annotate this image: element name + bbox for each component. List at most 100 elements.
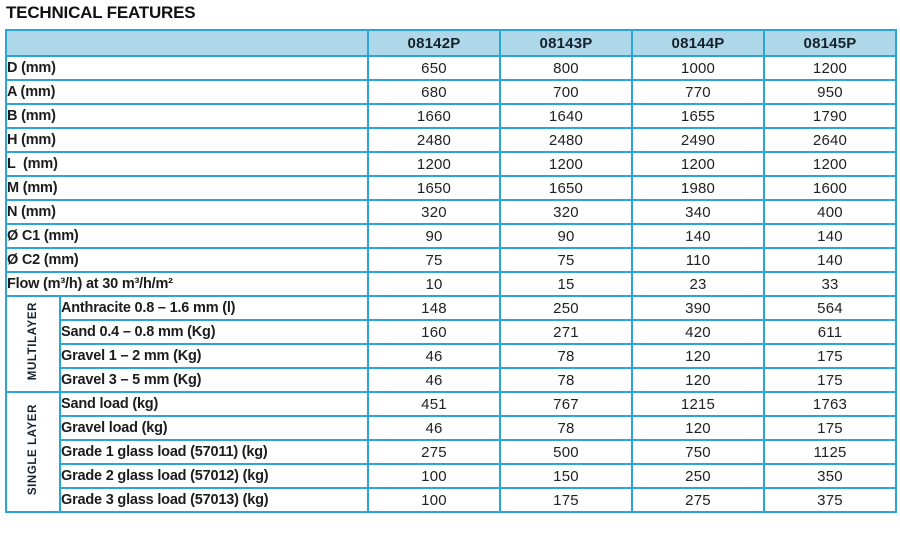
value-cell: 1600 xyxy=(763,175,897,201)
value-cell: 1200 xyxy=(763,151,897,177)
value-cell: 46 xyxy=(367,415,501,441)
row-label: Grade 1 glass load (57011) (kg) xyxy=(59,439,369,465)
value-cell: 611 xyxy=(763,319,897,345)
value-cell: 500 xyxy=(499,439,633,465)
value-cell: 700 xyxy=(499,79,633,105)
row-label: L (mm) xyxy=(5,151,369,177)
value-cell: 120 xyxy=(631,415,765,441)
value-cell: 75 xyxy=(499,247,633,273)
page-title: TECHNICAL FEATURES xyxy=(6,3,196,22)
value-cell: 750 xyxy=(631,439,765,465)
column-header-08144p: 08144P xyxy=(631,29,765,57)
value-cell: 275 xyxy=(631,487,765,513)
value-cell: 120 xyxy=(631,367,765,393)
value-cell: 400 xyxy=(763,199,897,225)
value-cell: 350 xyxy=(763,463,897,489)
value-cell: 250 xyxy=(631,463,765,489)
value-cell: 175 xyxy=(763,343,897,369)
table-row: H (mm) 2480 2480 2490 2640 xyxy=(5,127,897,153)
row-label: Ø C1 (mm) xyxy=(5,223,369,249)
table-corner-cell xyxy=(5,29,369,57)
value-cell: 680 xyxy=(367,79,501,105)
group-label-text: SINGLE LAYER xyxy=(27,403,39,496)
row-label: A (mm) xyxy=(5,79,369,105)
value-cell: 1790 xyxy=(763,103,897,129)
row-label: N (mm) xyxy=(5,199,369,225)
value-cell: 78 xyxy=(499,415,633,441)
table-row: Gravel 3 – 5 mm (Kg) 46 78 120 175 xyxy=(6,367,897,393)
value-cell: 390 xyxy=(631,295,765,321)
table-row: Gravel 1 – 2 mm (Kg) 46 78 120 175 xyxy=(6,343,897,369)
row-label: Gravel 3 – 5 mm (Kg) xyxy=(59,367,369,393)
value-cell: 1200 xyxy=(631,151,765,177)
value-cell: 90 xyxy=(367,223,501,249)
table-row: Gravel load (kg) 46 78 120 175 xyxy=(6,415,897,441)
value-cell: 420 xyxy=(631,319,765,345)
column-header-08142p: 08142P xyxy=(367,29,501,57)
table-row: MULTILAYER Anthracite 0.8 – 1.6 mm (l) 148… xyxy=(5,295,897,393)
row-label: Sand load (kg) xyxy=(59,391,369,417)
row-label: B (mm) xyxy=(5,103,369,129)
value-cell: 2640 xyxy=(763,127,897,153)
value-cell: 120 xyxy=(631,343,765,369)
value-cell: 1655 xyxy=(631,103,765,129)
row-label: D (mm) xyxy=(5,55,369,81)
value-cell: 1200 xyxy=(367,151,501,177)
group-label-text: MULTILAYER xyxy=(27,302,39,381)
table-row: SINGLE LAYER Sand load (kg) 451 767 1215 1763 xyxy=(5,391,897,513)
column-header-08143p: 08143P xyxy=(499,29,633,57)
table-row: M (mm) 1650 1650 1980 1600 xyxy=(5,175,897,201)
row-label: Anthracite 0.8 – 1.6 mm (l) xyxy=(59,295,369,321)
value-cell: 375 xyxy=(763,487,897,513)
table-row: L (mm) 1200 1200 1200 1200 xyxy=(5,151,897,177)
column-header-08145p: 08145P xyxy=(763,29,897,57)
row-label: M (mm) xyxy=(5,175,369,201)
value-cell: 320 xyxy=(367,199,501,225)
group-label-multilayer: MULTILAYER xyxy=(5,295,61,393)
value-cell: 78 xyxy=(499,343,633,369)
table-row: B (mm) 1660 1640 1655 1790 xyxy=(5,103,897,129)
value-cell: 148 xyxy=(367,295,501,321)
table-row: Grade 3 glass load (57013) (kg) 100 175 275… xyxy=(6,487,897,513)
value-cell: 767 xyxy=(499,391,633,417)
value-cell: 564 xyxy=(763,295,897,321)
table-row: Flow (m³/h) at 30 m³/h/m² 10 15 23 33 xyxy=(5,271,897,297)
value-cell: 340 xyxy=(631,199,765,225)
value-cell: 110 xyxy=(631,247,765,273)
table-body: D (mm) 650 800 1000 1200 A (mm) 680 700 770 950 B … xyxy=(5,55,897,513)
value-cell: 78 xyxy=(499,367,633,393)
value-cell: 1640 xyxy=(499,103,633,129)
row-label: Grade 2 glass load (57012) (kg) xyxy=(59,463,369,489)
table-row: D (mm) 650 800 1000 1200 xyxy=(5,55,897,81)
value-cell: 100 xyxy=(367,463,501,489)
value-cell: 90 xyxy=(499,223,633,249)
value-cell: 175 xyxy=(763,367,897,393)
value-cell: 140 xyxy=(631,223,765,249)
value-cell: 15 xyxy=(499,271,633,297)
value-cell: 140 xyxy=(763,247,897,273)
value-cell: 160 xyxy=(367,319,501,345)
value-cell: 1660 xyxy=(367,103,501,129)
value-cell: 150 xyxy=(499,463,633,489)
row-label: Ø C2 (mm) xyxy=(5,247,369,273)
table-row: N (mm) 320 320 340 400 xyxy=(5,199,897,225)
row-label: Grade 3 glass load (57013) (kg) xyxy=(59,487,369,513)
value-cell: 1980 xyxy=(631,175,765,201)
table-row: Grade 2 glass load (57012) (kg) 100 150 250… xyxy=(6,463,897,489)
row-label: Flow (m³/h) at 30 m³/h/m² xyxy=(5,271,369,297)
value-cell: 800 xyxy=(499,55,633,81)
value-cell: 250 xyxy=(499,295,633,321)
table-row: Sand 0.4 – 0.8 mm (Kg) 160 271 420 611 xyxy=(6,319,897,345)
value-cell: 1650 xyxy=(499,175,633,201)
table-row: Ø C2 (mm) 75 75 110 140 xyxy=(5,247,897,273)
row-label: Gravel load (kg) xyxy=(59,415,369,441)
value-cell: 100 xyxy=(367,487,501,513)
value-cell: 1215 xyxy=(631,391,765,417)
value-cell: 1763 xyxy=(763,391,897,417)
table-row: Grade 1 glass load (57011) (kg) 275 500 750… xyxy=(6,439,897,465)
table-row: Ø C1 (mm) 90 90 140 140 xyxy=(5,223,897,249)
row-label: H (mm) xyxy=(5,127,369,153)
value-cell: 1200 xyxy=(763,55,897,81)
value-cell: 46 xyxy=(367,343,501,369)
value-cell: 2480 xyxy=(499,127,633,153)
